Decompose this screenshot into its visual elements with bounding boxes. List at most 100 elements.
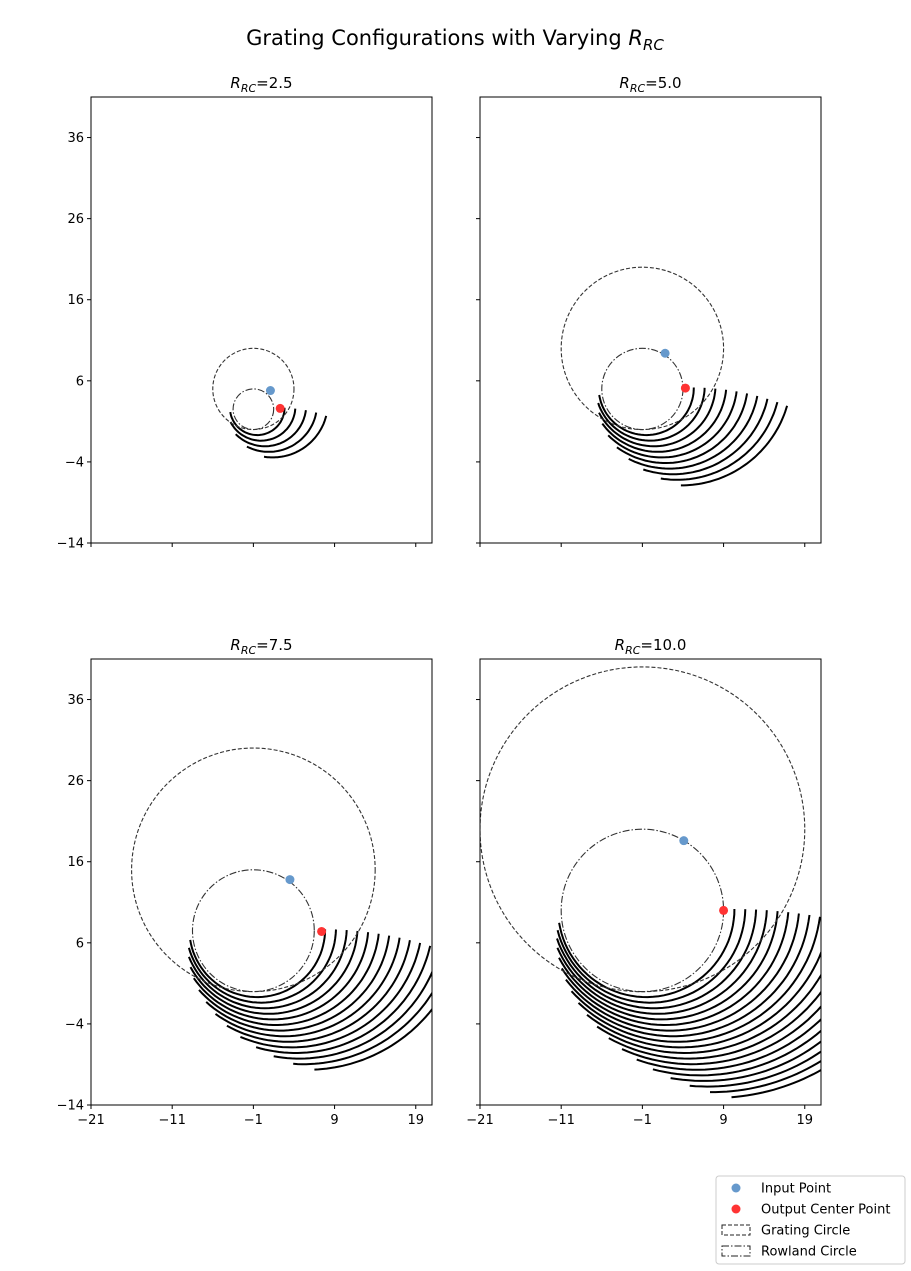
subplot-title-symbol: R xyxy=(619,74,629,92)
grating-arc xyxy=(229,408,297,442)
y-tick-label: 16 xyxy=(67,293,84,308)
grating-arc xyxy=(556,910,768,1015)
y-tick-label: 26 xyxy=(67,774,84,789)
y-tick-label: 16 xyxy=(67,855,84,870)
subplot-4: RRC=10.0 −21 −11 −1 9 19 xyxy=(466,636,822,1128)
grating-arc xyxy=(226,940,411,1043)
plot-area xyxy=(560,266,789,487)
grating-arc xyxy=(192,932,370,1021)
y-tick-label: 36 xyxy=(67,131,84,146)
x-tick-label: −21 xyxy=(466,1113,493,1128)
subplot-1: RRC=2.5 −14 −4 6 16 26 36 xyxy=(57,74,433,552)
legend-label: Rowland Circle xyxy=(761,1245,857,1260)
x-tick-label: −1 xyxy=(244,1113,263,1128)
rowland-circle xyxy=(191,869,315,993)
grating-arc xyxy=(198,933,380,1026)
plot-area xyxy=(480,666,821,1099)
input-point xyxy=(285,875,295,885)
grating-arc xyxy=(240,942,422,1049)
output-center-point xyxy=(317,926,327,936)
rowland-circle xyxy=(560,828,725,993)
grating-arc xyxy=(273,970,432,1060)
subplot-3: RRC=7.5 −21 −11 −1 9 19 −14 −4 6 16 26 36 xyxy=(57,636,433,1128)
input-point xyxy=(679,836,689,846)
grating-arc xyxy=(255,945,432,1054)
grating-arc xyxy=(189,929,327,999)
figure-title: Grating Configurations with Varying RRC xyxy=(246,26,664,54)
grating-arc xyxy=(187,930,348,1010)
grating-arc xyxy=(263,415,328,459)
subplot-title-subscript: RC xyxy=(241,82,257,95)
grating-arc xyxy=(710,1059,821,1094)
axes-frame xyxy=(90,96,433,544)
grating-arc xyxy=(560,912,790,1027)
subplot-title-subscript: RC xyxy=(625,644,641,657)
grating-arc xyxy=(235,410,307,448)
subplot-title-value: =2.5 xyxy=(256,74,292,92)
subplot-title: RRC=5.0 xyxy=(619,74,681,95)
subplot-title-subscript: RC xyxy=(241,644,257,657)
grating-arc xyxy=(577,916,821,1043)
subplot-title-symbol: R xyxy=(230,74,240,92)
input-point xyxy=(660,348,670,358)
legend-marker xyxy=(731,1204,741,1214)
grating-arc xyxy=(586,950,821,1049)
x-tick-label: −21 xyxy=(77,1113,104,1128)
grating-arc xyxy=(670,1040,821,1082)
grating-arc xyxy=(205,935,391,1032)
grating-arc xyxy=(558,908,736,999)
y-tick-label: −4 xyxy=(65,1017,84,1032)
x-tick-label: 19 xyxy=(796,1113,813,1128)
grating-arc xyxy=(570,914,811,1038)
plot-area xyxy=(212,347,328,459)
grating-arc xyxy=(598,388,717,448)
grating-arc xyxy=(608,990,821,1060)
grating-arc xyxy=(731,1068,821,1099)
subplot-title-subscript: RC xyxy=(630,82,646,95)
grating-arc xyxy=(636,1017,821,1071)
y-tick-label: −14 xyxy=(57,537,84,552)
grating-arc xyxy=(558,911,779,1021)
grating-arc xyxy=(293,991,432,1066)
grating-circle xyxy=(131,747,376,993)
legend-marker xyxy=(731,1183,741,1193)
subplot-title: RRC=10.0 xyxy=(615,636,687,657)
grating-arc xyxy=(607,391,738,459)
legend-patch xyxy=(721,1224,751,1236)
legend-patch xyxy=(721,1245,751,1257)
grating-arc xyxy=(689,1050,821,1088)
grating-arc xyxy=(601,389,728,453)
grating-arc xyxy=(616,393,749,464)
grating-arc xyxy=(556,909,758,1010)
y-tick-label: −4 xyxy=(65,455,84,470)
axes-frame xyxy=(90,658,433,1106)
legend-label: Output Center Point xyxy=(761,1203,890,1218)
subplot-title: RRC=2.5 xyxy=(230,74,292,95)
grating-circle xyxy=(212,347,295,431)
grating-arc xyxy=(652,1029,821,1077)
grating-arc xyxy=(660,401,779,481)
output-center-point xyxy=(680,383,690,393)
x-tick-label: 19 xyxy=(407,1113,424,1128)
rowland-circle xyxy=(601,347,684,431)
grating-arc xyxy=(556,909,747,1004)
axes-frame xyxy=(479,96,822,544)
output-center-point xyxy=(275,403,285,413)
x-tick-label: 9 xyxy=(330,1113,338,1128)
grating-arc xyxy=(628,395,759,470)
rowland-circle xyxy=(232,388,275,431)
grating-arc xyxy=(246,412,318,453)
y-tick-label: 6 xyxy=(76,374,84,389)
grating-arc xyxy=(565,913,800,1032)
y-tick-label: 6 xyxy=(76,936,84,951)
grating-arc xyxy=(314,1007,432,1071)
output-center-point xyxy=(719,905,729,915)
legend: Input Point Output Center Point Grating Ci… xyxy=(715,1175,906,1265)
subplot-title-value: =10.0 xyxy=(640,636,686,654)
y-tick-label: −14 xyxy=(57,1099,84,1114)
plot-area xyxy=(131,747,432,1071)
grating-arc xyxy=(598,387,695,437)
x-tick-label: −1 xyxy=(633,1113,652,1128)
